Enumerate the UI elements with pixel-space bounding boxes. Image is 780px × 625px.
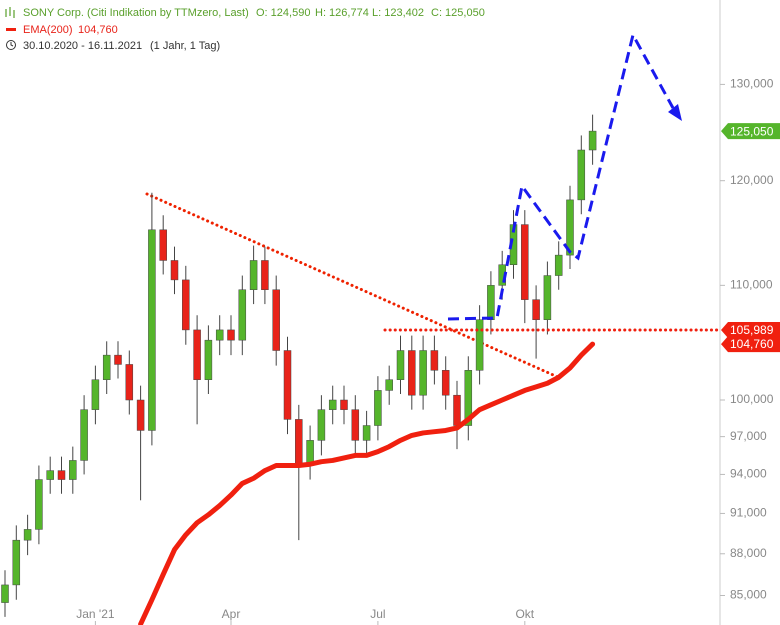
candle-body xyxy=(204,339,213,380)
ema-line xyxy=(138,341,596,625)
candle-body xyxy=(227,329,235,341)
candle-body xyxy=(340,399,348,410)
y-tick-label: 120,000 xyxy=(730,173,774,187)
candle-body xyxy=(91,379,100,410)
y-tick-label: 91,000 xyxy=(730,506,767,520)
ema-legend-value: 104,760 xyxy=(78,24,118,36)
candle-body xyxy=(408,350,416,396)
candle-body xyxy=(385,379,393,391)
candle-body xyxy=(57,470,66,480)
candle-body xyxy=(566,199,574,256)
x-tick-label: Okt xyxy=(515,607,534,621)
candle-body xyxy=(362,425,371,441)
candle-body xyxy=(114,354,122,365)
header: SONY Corp. (Citi Indikation by TTMzero, … xyxy=(5,7,249,52)
candle-body xyxy=(170,260,179,281)
trend-line xyxy=(145,192,562,380)
candle-body xyxy=(102,354,111,380)
y-tick-label: 110,000 xyxy=(730,278,773,292)
candle-body xyxy=(317,409,326,441)
ohlc-label: O: 124,590 xyxy=(256,7,310,19)
candle-body xyxy=(238,289,247,341)
ema-legend-swatch xyxy=(6,28,16,31)
candle-body xyxy=(215,329,224,341)
y-tick-label: 94,000 xyxy=(730,467,767,481)
candle-body xyxy=(249,260,258,290)
candle-body xyxy=(475,319,484,371)
candle-body xyxy=(261,260,269,290)
ohlc-label: H: 126,774 xyxy=(315,7,369,19)
candle-body xyxy=(588,130,597,151)
candle-body xyxy=(554,254,563,276)
candle-body xyxy=(136,399,145,431)
ohlc-label: C: 125,050 xyxy=(431,7,485,19)
candle-body xyxy=(46,470,54,480)
candle-body xyxy=(159,229,167,261)
candle-body xyxy=(464,370,473,426)
candle-body xyxy=(35,479,43,530)
plot xyxy=(1,114,597,625)
candle-body xyxy=(430,350,439,371)
candle-body xyxy=(1,584,9,603)
y-tick-label: 140,000 xyxy=(730,0,774,1)
candle-body xyxy=(283,350,292,420)
y-tick-label: 130,000 xyxy=(730,77,774,91)
last-price-label-bg xyxy=(721,123,780,140)
candle-body xyxy=(351,409,360,441)
candle-body xyxy=(193,329,201,380)
period: (1 Jahr, 1 Tag) xyxy=(150,40,220,52)
candle-body xyxy=(12,539,21,586)
level-label: 105,989 xyxy=(730,323,774,337)
ema-legend-name: EMA(200) xyxy=(23,24,73,36)
candle-body xyxy=(295,419,303,466)
candle-body xyxy=(23,529,32,541)
date-range: 30.10.2020 - 16.11.2021 xyxy=(23,40,142,52)
candle-body xyxy=(532,299,540,320)
x-tick-label: Jul xyxy=(370,607,385,621)
clock-icon xyxy=(6,40,16,50)
ohlc-label: L: 123,402 xyxy=(372,7,424,19)
chart-icon xyxy=(5,7,15,18)
ema-price-label-bg xyxy=(721,336,780,353)
candle-body xyxy=(328,399,337,410)
level-label-bg xyxy=(721,322,780,339)
y-tick-label: 100,000 xyxy=(730,392,774,406)
y-tick-label: 85,000 xyxy=(730,588,767,602)
candle-body xyxy=(441,370,450,396)
candle-body xyxy=(272,289,280,351)
candle-body xyxy=(577,149,586,201)
candle-body xyxy=(487,285,495,320)
candle-body xyxy=(419,350,427,396)
x-tick-label: Apr xyxy=(222,607,241,621)
candle-body xyxy=(80,409,88,461)
candle-body xyxy=(125,364,134,401)
candle-body xyxy=(374,390,382,426)
y-tick-label: 88,000 xyxy=(730,546,767,560)
candle-body xyxy=(182,279,190,331)
forecast-path xyxy=(447,30,675,321)
candle-body xyxy=(148,229,156,431)
forecast-arrow xyxy=(447,30,682,321)
candle-body xyxy=(521,224,529,300)
last-price-label: 125,050 xyxy=(730,124,774,138)
y-tick-label: 97,000 xyxy=(730,429,767,443)
x-tick-label: Jan '21 xyxy=(76,607,115,621)
candle-body xyxy=(543,275,552,320)
chart-title: SONY Corp. (Citi Indikation by TTMzero, … xyxy=(23,7,249,19)
candle-body xyxy=(69,460,77,480)
ema-price-label: 104,760 xyxy=(730,337,774,351)
candle-body xyxy=(453,394,461,426)
arrowhead xyxy=(668,104,682,121)
candle-body xyxy=(396,350,405,380)
